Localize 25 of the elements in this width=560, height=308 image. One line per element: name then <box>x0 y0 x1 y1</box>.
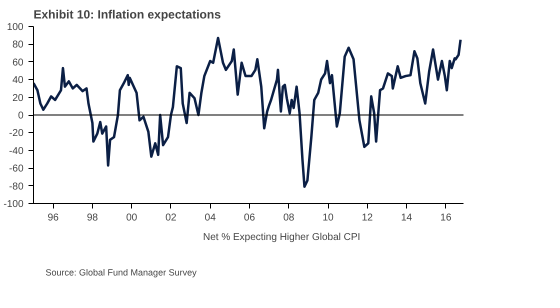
x-tick-label: 10 <box>322 212 334 224</box>
x-tick-label: 14 <box>401 212 413 224</box>
x-tick-label: 98 <box>86 212 98 224</box>
x-tick-label: 12 <box>362 212 374 224</box>
x-tick-label: 96 <box>48 212 60 224</box>
y-tick-label: -80 <box>9 181 24 192</box>
text: Net % Expecting Higher Global CPI <box>203 232 360 242</box>
x-tick-label: 08 <box>283 212 295 224</box>
y-tick-label: -100 <box>3 199 24 210</box>
y-tick-label: 20 <box>12 92 24 104</box>
y-tick-label: -60 <box>9 164 24 175</box>
y-tick-label: 100 <box>6 22 24 33</box>
source-note: Source: Global Fund Manager Survey <box>46 268 198 278</box>
y-tick-label: -40 <box>9 146 24 157</box>
y-tick-label: 40 <box>12 75 24 86</box>
y-tick-label: -20 <box>9 128 24 140</box>
y-tick-label: 0 <box>18 110 24 122</box>
x-tick-label: 04 <box>204 212 216 224</box>
x-tick-label: 06 <box>244 212 256 224</box>
y-tick-label: 80 <box>12 40 24 51</box>
y-tick-label: 60 <box>12 57 24 68</box>
x-tick-label: 16 <box>440 212 452 224</box>
x-tick-label: 00 <box>126 212 138 224</box>
x-tick-label: 02 <box>165 212 177 224</box>
chart-title: Exhibit 10: Inflation expectations <box>34 8 222 22</box>
